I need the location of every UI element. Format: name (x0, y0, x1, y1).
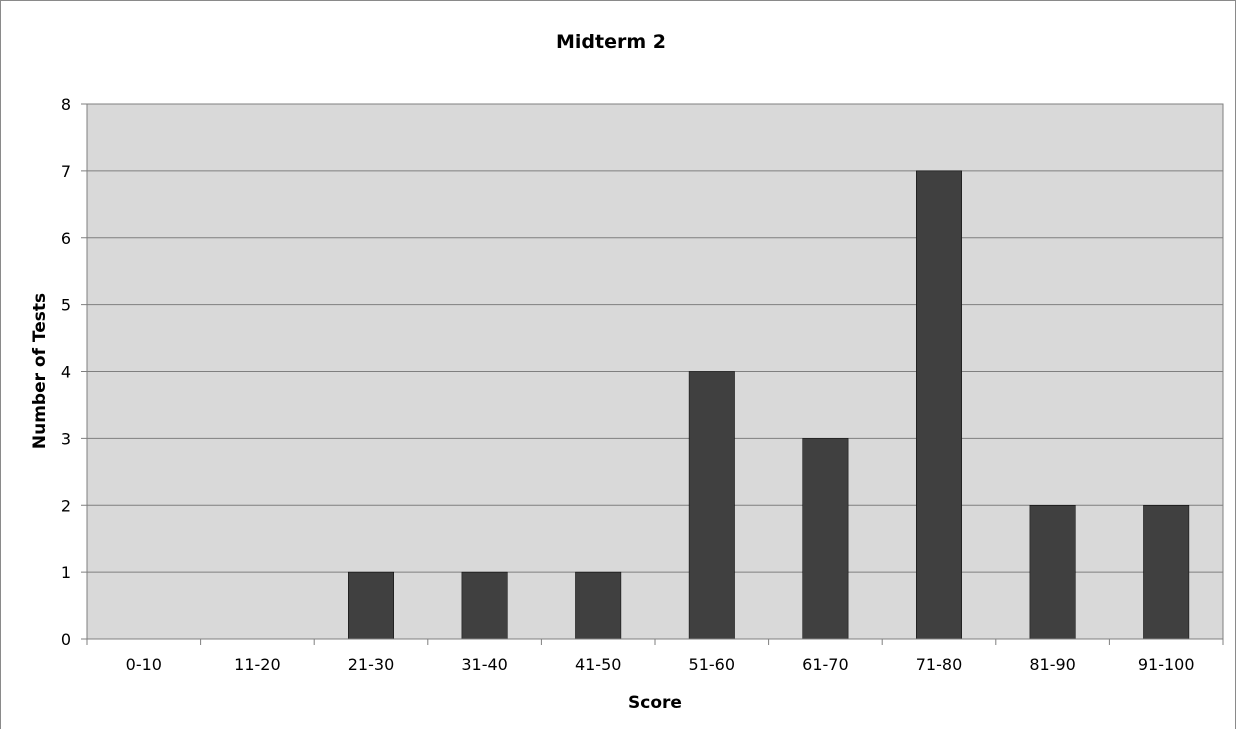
x-tick-label: 61-70 (802, 655, 849, 674)
x-tick-label: 51-60 (689, 655, 736, 674)
y-tick-label: 0 (61, 630, 71, 649)
y-tick-label: 8 (61, 95, 71, 114)
y-tick-label: 1 (61, 563, 71, 582)
bar-81-90 (1029, 505, 1076, 640)
bar-61-70 (802, 438, 849, 640)
y-tick-label: 5 (61, 296, 71, 315)
bar-41-50 (575, 571, 622, 640)
y-tick-label: 4 (61, 363, 71, 382)
bar-91-100 (1143, 505, 1190, 640)
x-tick-label: 11-20 (234, 655, 281, 674)
y-axis-ticks: 0 1 2 3 4 5 6 7 8 (61, 95, 87, 649)
bars (348, 170, 1190, 640)
y-axis-title: Number of Tests (30, 293, 50, 449)
y-tick-label: 3 (61, 429, 71, 448)
x-tick-label: 71-80 (916, 655, 963, 674)
x-axis-ticks: 0-10 11-20 21-30 31-40 41-50 51-60 61-70 71-80 8… (86, 639, 1224, 674)
x-tick-label: 41-50 (575, 655, 622, 674)
bar-71-80 (916, 170, 962, 640)
x-tick-label: 31-40 (461, 655, 508, 674)
chart-title: Midterm 2 (556, 31, 666, 53)
x-tick-label: 21-30 (348, 655, 395, 674)
bar-31-40 (461, 571, 508, 640)
x-axis-title: Score (628, 693, 682, 713)
y-tick-label: 2 (61, 496, 71, 515)
x-tick-label: 0-10 (126, 655, 162, 674)
bar-51-60 (688, 371, 735, 640)
x-tick-label: 91-100 (1138, 655, 1195, 674)
bar-21-30 (348, 571, 394, 640)
y-tick-label: 7 (61, 162, 71, 181)
x-tick-label: 81-90 (1029, 655, 1076, 674)
y-tick-label: 6 (61, 229, 71, 248)
